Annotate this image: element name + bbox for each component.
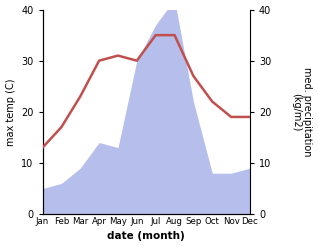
Y-axis label: med. precipitation
(kg/m2): med. precipitation (kg/m2): [291, 67, 313, 157]
X-axis label: date (month): date (month): [107, 231, 185, 242]
Y-axis label: max temp (C): max temp (C): [5, 78, 16, 145]
